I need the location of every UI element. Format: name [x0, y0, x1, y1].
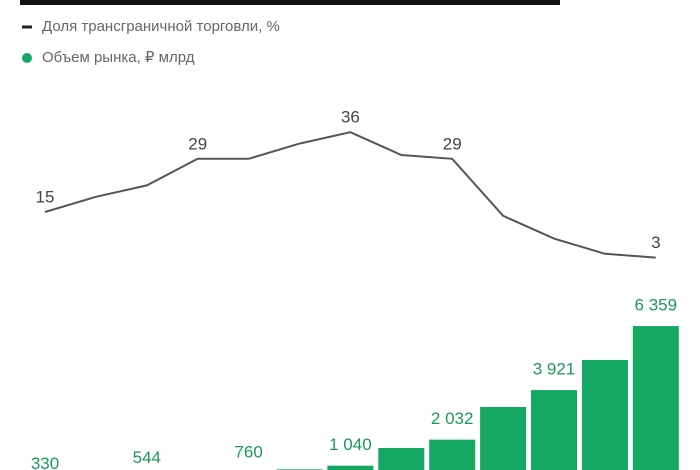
bar-value-label: 2 032: [431, 409, 474, 428]
bar: [327, 465, 374, 470]
legend-dot-marker: [22, 53, 32, 63]
line-value-label: 29: [188, 134, 207, 153]
bar: [531, 390, 577, 470]
bar: [632, 326, 679, 470]
line-value-label: 29: [443, 134, 462, 153]
bar-value-label: 1 040: [329, 435, 372, 454]
bar: [378, 448, 425, 470]
line-value-label: 36: [341, 108, 360, 127]
line-value-label: 3: [651, 233, 660, 252]
legend-label: Объем рынка, ₽ млрд: [42, 49, 195, 66]
title-fragment: [20, 0, 560, 5]
bar: [480, 407, 527, 470]
line-value-label: 15: [36, 187, 55, 206]
bar-value-label: 760: [234, 443, 262, 462]
line: [44, 131, 656, 259]
bar-value-label: 6 359: [635, 296, 678, 315]
bar-value-label: 3 921: [533, 360, 576, 379]
bar: [429, 439, 476, 470]
bar: [581, 359, 628, 470]
legend-label: Доля трансграничной торговли, %: [42, 18, 280, 35]
bar-value-label: 544: [133, 448, 161, 467]
bar-value-label: 330: [31, 454, 59, 470]
